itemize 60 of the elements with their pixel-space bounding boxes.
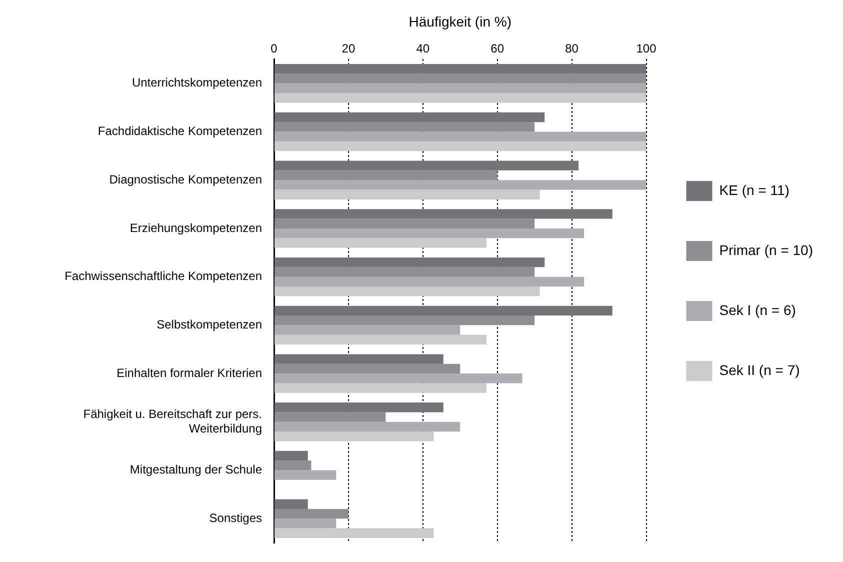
bar — [274, 460, 312, 470]
bar — [274, 499, 308, 509]
bar — [274, 160, 578, 170]
bar — [274, 180, 646, 190]
bar — [274, 267, 535, 277]
x-tick-label: 60 — [490, 41, 504, 56]
bar — [274, 432, 434, 442]
legend-label: Primar (n = 10) — [719, 242, 813, 258]
x-tick-label: 0 — [270, 41, 278, 56]
bar — [274, 374, 522, 384]
y-tick-label: Fähigkeit u. Bereitschaft zur pers. Weiterbildung — [83, 407, 262, 436]
bar — [274, 450, 308, 461]
bar — [274, 528, 434, 538]
y-tick-label: Unterrichtskompetenzen — [132, 76, 262, 90]
bar — [274, 132, 646, 142]
x-tick-label: 80 — [565, 41, 579, 56]
x-tick-label: 40 — [416, 41, 430, 56]
bar — [274, 334, 487, 345]
legend-label: Sek I (n = 6) — [719, 302, 796, 318]
bar — [274, 209, 612, 219]
y-tick-label: Mitgestaltung der Schule — [130, 462, 262, 477]
bar — [274, 238, 487, 248]
bar — [274, 364, 460, 374]
bar — [274, 122, 535, 132]
bar — [274, 383, 487, 393]
bar — [274, 316, 535, 326]
legend-label: Sek II (n = 7) — [719, 362, 800, 378]
bar — [274, 112, 545, 122]
y-tick-label: Fachwissenschaftliche Kompetenzen — [64, 269, 262, 284]
y-tick-label: Einhalten formaler Kriterien — [116, 366, 262, 380]
bar — [274, 354, 444, 364]
bar — [274, 83, 646, 94]
y-tick-label: Sonstiges — [209, 510, 262, 525]
bar — [274, 218, 535, 228]
bar — [274, 470, 336, 480]
bar — [274, 412, 386, 422]
bar — [274, 518, 336, 528]
y-tick-label: Erziehungskompetenzen — [130, 220, 262, 235]
bar — [274, 64, 646, 74]
bar — [274, 306, 612, 316]
legend-label: KE (n = 11) — [719, 182, 790, 198]
bar — [274, 286, 540, 296]
bar — [274, 170, 498, 180]
bar — [274, 325, 460, 335]
bar — [274, 93, 646, 103]
bar — [274, 141, 646, 152]
bar — [274, 257, 545, 268]
bar — [274, 74, 646, 84]
bar — [274, 508, 348, 519]
bar — [274, 402, 444, 412]
x-axis-title: Häufigkeit (in %) — [408, 13, 512, 30]
y-tick-label: Diagnostische Kompetenzen — [109, 172, 262, 186]
x-tick-label: 100 — [636, 41, 657, 56]
bar — [274, 276, 584, 286]
bar — [274, 228, 584, 238]
y-tick-label: Fachdidaktische Kompetenzen — [98, 124, 262, 138]
bar — [274, 190, 540, 200]
x-tick-label: 20 — [342, 41, 356, 56]
bar — [274, 422, 460, 432]
y-tick-label: Selbstkompetenzen — [156, 317, 262, 332]
